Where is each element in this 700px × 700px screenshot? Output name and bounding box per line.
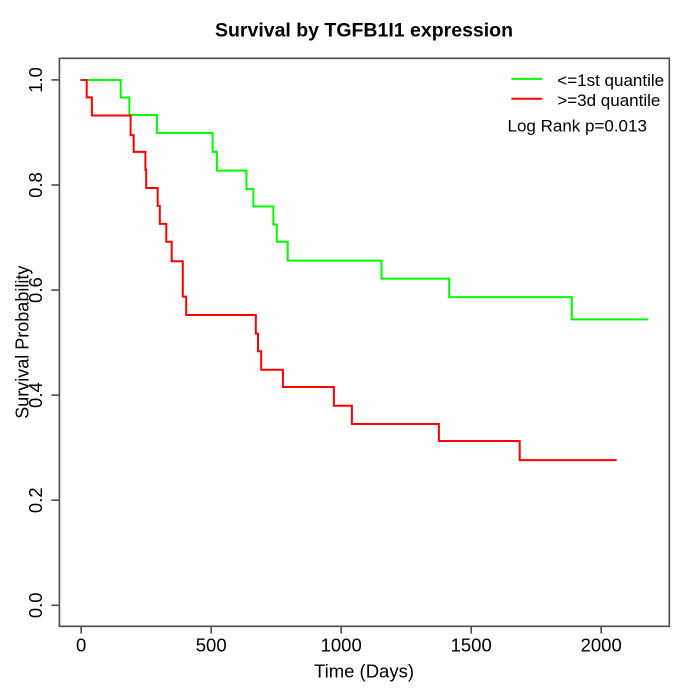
svg-text:0.8: 0.8 <box>25 172 46 198</box>
svg-text:Time (Days): Time (Days) <box>314 661 414 682</box>
svg-text:1500: 1500 <box>451 635 492 656</box>
svg-text:0.2: 0.2 <box>25 487 46 513</box>
svg-text:>=3d quantile: >=3d quantile <box>557 91 660 110</box>
svg-text:0.0: 0.0 <box>25 592 46 618</box>
svg-text:2000: 2000 <box>581 635 622 656</box>
svg-text:500: 500 <box>196 635 227 656</box>
svg-text:Log Rank p=0.013: Log Rank p=0.013 <box>508 116 647 135</box>
svg-text:1000: 1000 <box>321 635 362 656</box>
svg-text:0.6: 0.6 <box>25 277 46 303</box>
svg-text:Survival by TGFB1I1 expression: Survival by TGFB1I1 expression <box>215 20 513 42</box>
svg-text:0.4: 0.4 <box>25 382 46 408</box>
svg-text:Survival Probability: Survival Probability <box>13 266 33 419</box>
svg-text:<=1st quantile: <=1st quantile <box>557 71 664 90</box>
svg-text:0: 0 <box>76 635 86 656</box>
svg-text:1.0: 1.0 <box>25 67 46 93</box>
